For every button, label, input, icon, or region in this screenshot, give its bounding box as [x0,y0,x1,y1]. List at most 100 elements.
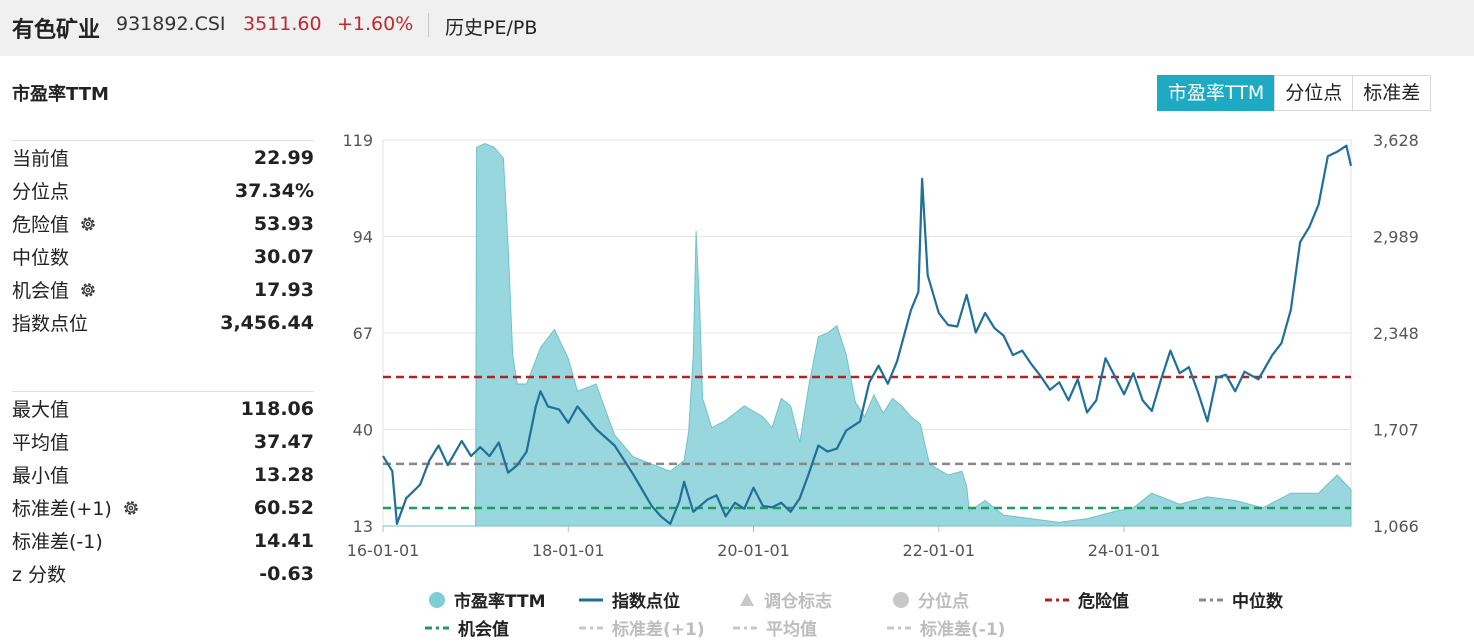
gear-icon[interactable] [122,499,140,517]
circle-icon [429,591,445,608]
stat-row-std-plus: 标准差(+1) 60.52 [12,491,314,524]
x-tick-label: 24-01-01 [1088,541,1161,560]
chart-legend: 市盈率TTM 指数点位 调仓标志 分位点 危险值 中位数 机会值 标准差(+1)… [420,585,1420,643]
right-tick-label: 1,707 [1373,421,1419,440]
right-tick-label: 3,628 [1373,131,1419,150]
stat-label: 中位数 [12,247,70,269]
stat-value: -0.63 [259,562,314,585]
dash-icon [733,626,757,629]
stat-value: 3,456.44 [220,311,314,334]
pe-chart[interactable]: 119 3,628 94 2,989 67 2,348 40 1,707 13 1,066 16-0… [0,0,1474,580]
stat-value: 14.41 [253,529,314,552]
stat-label: 最大值 [12,399,70,421]
legend-item-mean[interactable]: 平均值 [732,615,817,640]
stat-label: 平均值 [12,432,70,454]
legend-item-pe-ttm[interactable]: 市盈率TTM [428,587,546,612]
stat-row-zscore: z 分数 -0.63 [12,557,314,590]
legend-item-percentile[interactable]: 分位点 [892,587,969,612]
legend-item-opportunity[interactable]: 机会值 [424,615,509,640]
gear-icon[interactable] [79,281,97,299]
right-tick-label: 2,989 [1373,228,1419,247]
stat-value: 22.99 [253,146,314,169]
stat-row-opportunity: 机会值 17.93 [12,273,314,306]
x-tick-label: 20-01-01 [717,541,790,560]
stat-value: 53.93 [253,212,314,235]
dash-icon [579,626,603,629]
stat-row-current: 当前值 22.99 [12,141,314,174]
history-pe-pb-link[interactable]: 历史PE/PB [445,17,538,39]
legend-label: 分位点 [918,592,969,612]
header-divider [428,13,429,37]
section-title: 市盈率TTM [12,84,109,105]
stat-row-median: 中位数 30.07 [12,240,314,273]
left-tick-label: 67 [353,324,373,343]
triangle-icon [740,592,754,606]
stat-label: 危险值 [12,214,70,236]
right-tick-label: 1,066 [1373,517,1419,536]
index-level-line [382,144,1353,525]
legend-item-danger[interactable]: 危险值 [1044,587,1129,612]
index-name: 有色矿业 [12,18,101,43]
stat-row-danger: 危险值 53.93 [12,207,314,240]
stat-value: 37.34% [234,179,314,202]
gear-icon[interactable] [79,215,97,233]
header-bar: 有色矿业 931892.CSI 3511.60 +1.60% 历史PE/PB [0,0,1474,56]
stat-label-with-setting: 机会值 [12,276,97,303]
stat-label: 当前值 [12,148,70,170]
stat-row-index-level: 指数点位 3,456.44 [12,306,314,339]
stat-row-std-minus: 标准差(-1) 14.41 [12,524,314,557]
stat-row-max: 最大值 118.06 [12,392,314,425]
stat-label: 标准差(-1) [12,531,103,553]
x-tick-label: 22-01-01 [902,541,975,560]
tab-pe-ttm[interactable]: 市盈率TTM [1157,75,1276,111]
stat-label: 分位点 [12,181,70,203]
stat-row-min: 最小值 13.28 [12,458,314,491]
legend-label: 危险值 [1078,592,1129,612]
stat-label: 指数点位 [12,313,89,335]
circle-icon [893,591,909,608]
legend-label: 调仓标志 [764,592,832,612]
left-tick-label: 94 [353,228,373,247]
legend-label: 机会值 [458,620,509,640]
dash-icon [1199,598,1223,601]
stat-row-percentile: 分位点 37.34% [12,174,314,207]
legend-item-std-minus[interactable]: 标准差(-1) [886,615,1005,640]
stat-label: 机会值 [12,280,70,302]
index-price: 3511.60 [243,13,322,35]
stats-history-panel: 最大值 118.06 平均值 37.47 最小值 13.28 标准差(+1) 6… [12,391,314,590]
legend-item-index-level[interactable]: 指数点位 [578,587,680,612]
stat-row-mean: 平均值 37.47 [12,425,314,458]
right-tick-label: 2,348 [1373,324,1419,343]
stat-value: 30.07 [253,245,314,268]
legend-item-median[interactable]: 中位数 [1198,587,1283,612]
stat-label: 最小值 [12,465,70,487]
left-tick-label: 13 [353,517,373,536]
stat-value: 60.52 [253,496,314,519]
left-tick-label: 40 [353,421,373,440]
stat-label-with-setting: 危险值 [12,210,97,237]
legend-label: 市盈率TTM [454,592,546,612]
pe-ttm-area [383,143,1352,527]
stat-label: 标准差(+1) [12,498,112,520]
legend-label: 标准差(-1) [920,620,1006,640]
legend-label: 指数点位 [612,592,680,612]
x-tick-label: 16-01-01 [347,541,420,560]
left-tick-label: 119 [342,131,373,150]
stat-label: z 分数 [12,564,67,586]
tab-percentile[interactable]: 分位点 [1274,75,1354,111]
index-code: 931892.CSI [116,13,226,35]
stat-value: 37.47 [253,430,314,453]
tab-std-dev[interactable]: 标准差 [1352,75,1432,111]
legend-item-std-plus[interactable]: 标准差(+1) [578,615,705,640]
stat-value: 118.06 [240,397,314,420]
stat-label-with-setting: 标准差(+1) [12,494,140,521]
legend-item-rebalance[interactable]: 调仓标志 [738,587,832,612]
dash-icon [887,626,911,629]
index-change: +1.60% [337,13,414,35]
x-tick-label: 18-01-01 [532,541,605,560]
dash-icon [1045,598,1069,601]
view-tabs: 市盈率TTM 分位点 标准差 [1157,75,1432,111]
stats-current-panel: 当前值 22.99 分位点 37.34% 危险值 53.93 中位数 30.07… [12,140,314,339]
legend-label: 标准差(+1) [612,620,705,640]
stat-value: 13.28 [253,463,314,486]
